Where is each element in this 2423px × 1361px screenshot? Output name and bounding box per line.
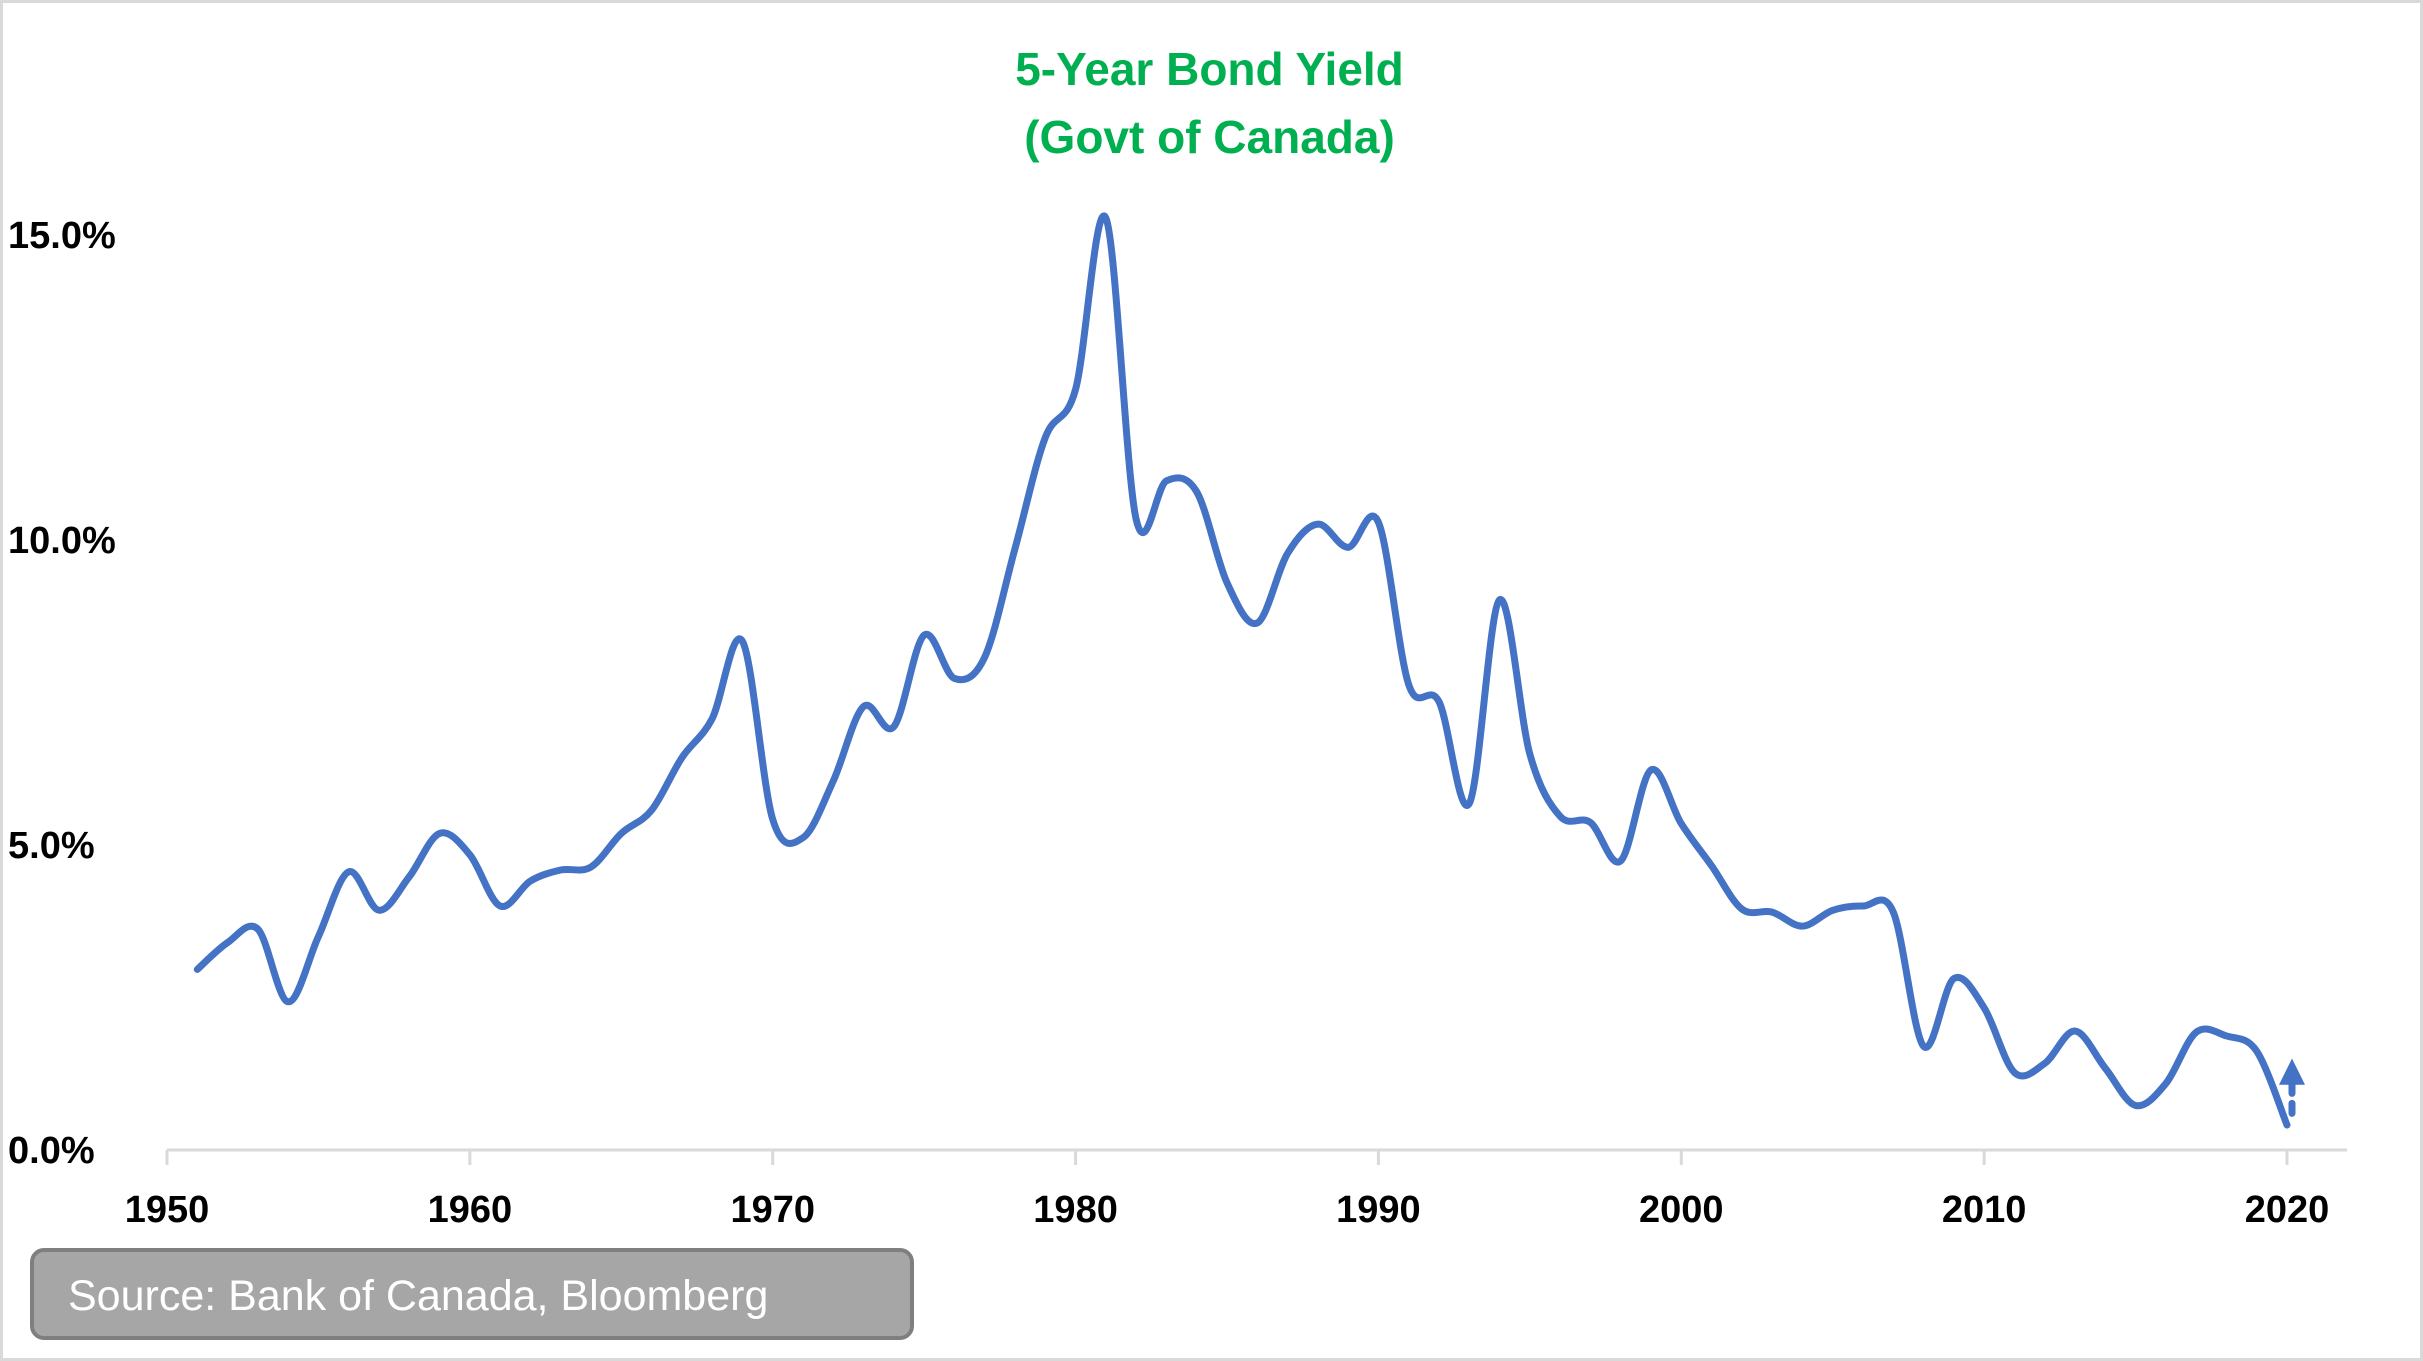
x-tick-label: 1970 bbox=[730, 1189, 815, 1231]
y-tick-label: 0.0% bbox=[8, 1130, 95, 1172]
chart-title: 5-Year Bond Yield bbox=[1015, 43, 1404, 95]
y-tick-label: 10.0% bbox=[8, 520, 116, 562]
x-tick-label: 2020 bbox=[2245, 1189, 2330, 1231]
source-note: Source: Bank of Canada, Bloomberg bbox=[30, 1248, 914, 1340]
y-tick-label: 15.0% bbox=[8, 215, 116, 257]
x-tick-label: 1960 bbox=[428, 1189, 513, 1231]
y-tick-label: 5.0% bbox=[8, 825, 95, 867]
chart-subtitle: (Govt of Canada) bbox=[1024, 111, 1395, 163]
x-tick-label: 1980 bbox=[1033, 1189, 1118, 1231]
x-tick-label: 2000 bbox=[1639, 1189, 1724, 1231]
x-tick-label: 2010 bbox=[1942, 1189, 2027, 1231]
up-arrow-icon bbox=[2279, 1058, 2305, 1085]
x-tick-label: 1990 bbox=[1336, 1189, 1421, 1231]
x-tick-label: 1950 bbox=[125, 1189, 210, 1231]
yield-line bbox=[193, 212, 2291, 1129]
